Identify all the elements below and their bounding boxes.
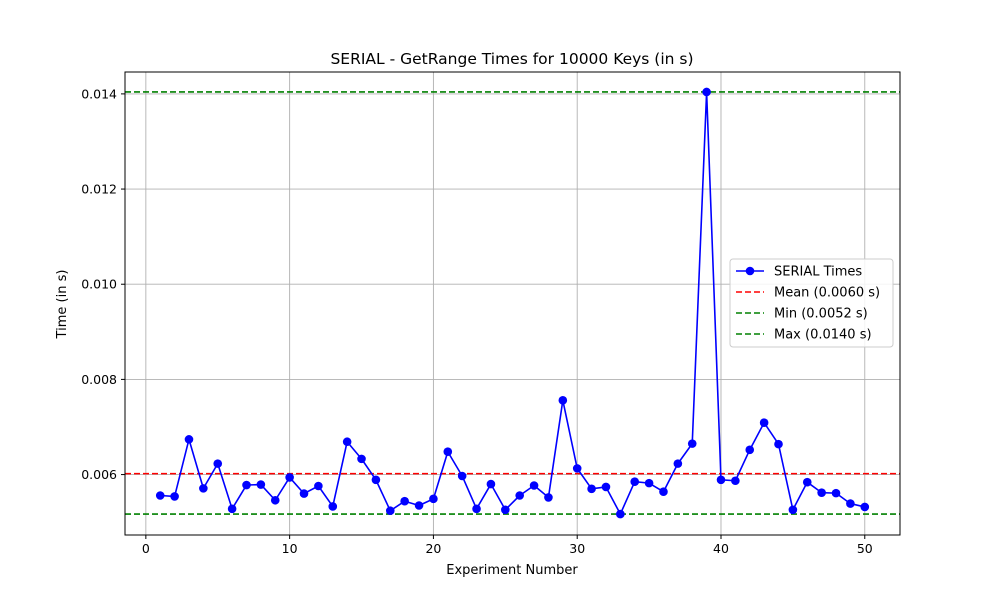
data-point xyxy=(443,447,453,457)
data-point xyxy=(846,499,855,508)
series-line xyxy=(160,91,865,515)
data-point xyxy=(501,505,510,515)
data-point xyxy=(155,491,165,500)
data-point xyxy=(759,418,769,427)
data-point xyxy=(644,478,654,488)
x-tick-label: 40 xyxy=(713,541,729,556)
y-tick-label: 0.012 xyxy=(81,182,117,197)
data-point xyxy=(788,505,798,515)
data-point xyxy=(529,481,539,490)
data-point xyxy=(213,459,223,468)
data-point xyxy=(572,464,582,473)
legend-label: Min (0.0052 s) xyxy=(774,307,868,322)
data-point xyxy=(199,484,208,493)
legend-label: Mean (0.0060 s) xyxy=(774,286,880,301)
data-point xyxy=(371,475,381,485)
x-tick-label: 0 xyxy=(142,541,150,556)
data-point xyxy=(731,476,740,486)
x-tick-label: 50 xyxy=(857,541,873,556)
data-point xyxy=(630,477,640,487)
data-point xyxy=(659,487,668,496)
data-point xyxy=(616,509,625,519)
data-point xyxy=(170,492,179,501)
data-point xyxy=(802,477,812,487)
data-point xyxy=(270,495,280,505)
data-point xyxy=(472,504,481,514)
x-tick-label: 10 xyxy=(282,541,298,556)
data-point xyxy=(429,494,438,504)
data-point xyxy=(357,454,366,464)
data-point xyxy=(860,502,870,512)
data-point xyxy=(342,437,352,447)
data-point xyxy=(184,435,194,444)
data-point xyxy=(299,489,309,498)
grid xyxy=(125,72,900,535)
data-point xyxy=(687,439,697,448)
data-point xyxy=(831,488,841,498)
y-tick-label: 0.006 xyxy=(81,467,117,482)
data-point xyxy=(558,396,568,405)
x-tick-label: 20 xyxy=(425,541,441,556)
x-axis-ticks: 0 10 20 30 40 50 xyxy=(142,535,873,556)
reference-lines xyxy=(125,91,900,515)
y-tick-label: 0.008 xyxy=(81,372,117,387)
legend: SERIAL Times Mean (0.0060 s) Min (0.0052 s… xyxy=(729,258,894,348)
data-point xyxy=(601,482,611,492)
x-axis-label: Experiment Number xyxy=(446,563,578,578)
data-point xyxy=(285,473,294,482)
data-point xyxy=(817,488,826,497)
data-point xyxy=(414,501,424,510)
data-point xyxy=(457,471,467,481)
data-point xyxy=(314,481,323,491)
series-group xyxy=(155,87,870,519)
legend-label: Max (0.0140 s) xyxy=(774,328,872,343)
chart-title: SERIAL - GetRange Times for 10000 Keys (… xyxy=(330,50,693,68)
data-point xyxy=(716,475,726,485)
data-point xyxy=(486,479,496,489)
data-point xyxy=(745,445,755,455)
data-point xyxy=(256,480,266,489)
plot-frame xyxy=(124,71,901,536)
data-point xyxy=(515,491,524,500)
y-tick-label: 0.010 xyxy=(81,277,117,292)
legend-marker xyxy=(745,266,755,276)
data-point xyxy=(702,87,711,97)
legend-box xyxy=(729,258,894,348)
data-point xyxy=(385,506,395,516)
data-point xyxy=(774,439,783,449)
y-tick-label: 0.014 xyxy=(81,86,117,101)
data-point xyxy=(587,484,596,494)
data-point xyxy=(400,496,409,506)
x-tick-label: 30 xyxy=(569,541,585,556)
data-point xyxy=(328,502,338,511)
legend-label: SERIAL Times xyxy=(774,265,862,280)
data-point xyxy=(227,504,237,514)
y-axis-ticks: 0.006 0.008 0.010 0.012 0.014 xyxy=(81,86,125,482)
data-point xyxy=(242,480,251,490)
y-axis-label: Time (in s) xyxy=(55,270,70,340)
data-point xyxy=(673,459,683,468)
data-point xyxy=(544,493,553,502)
